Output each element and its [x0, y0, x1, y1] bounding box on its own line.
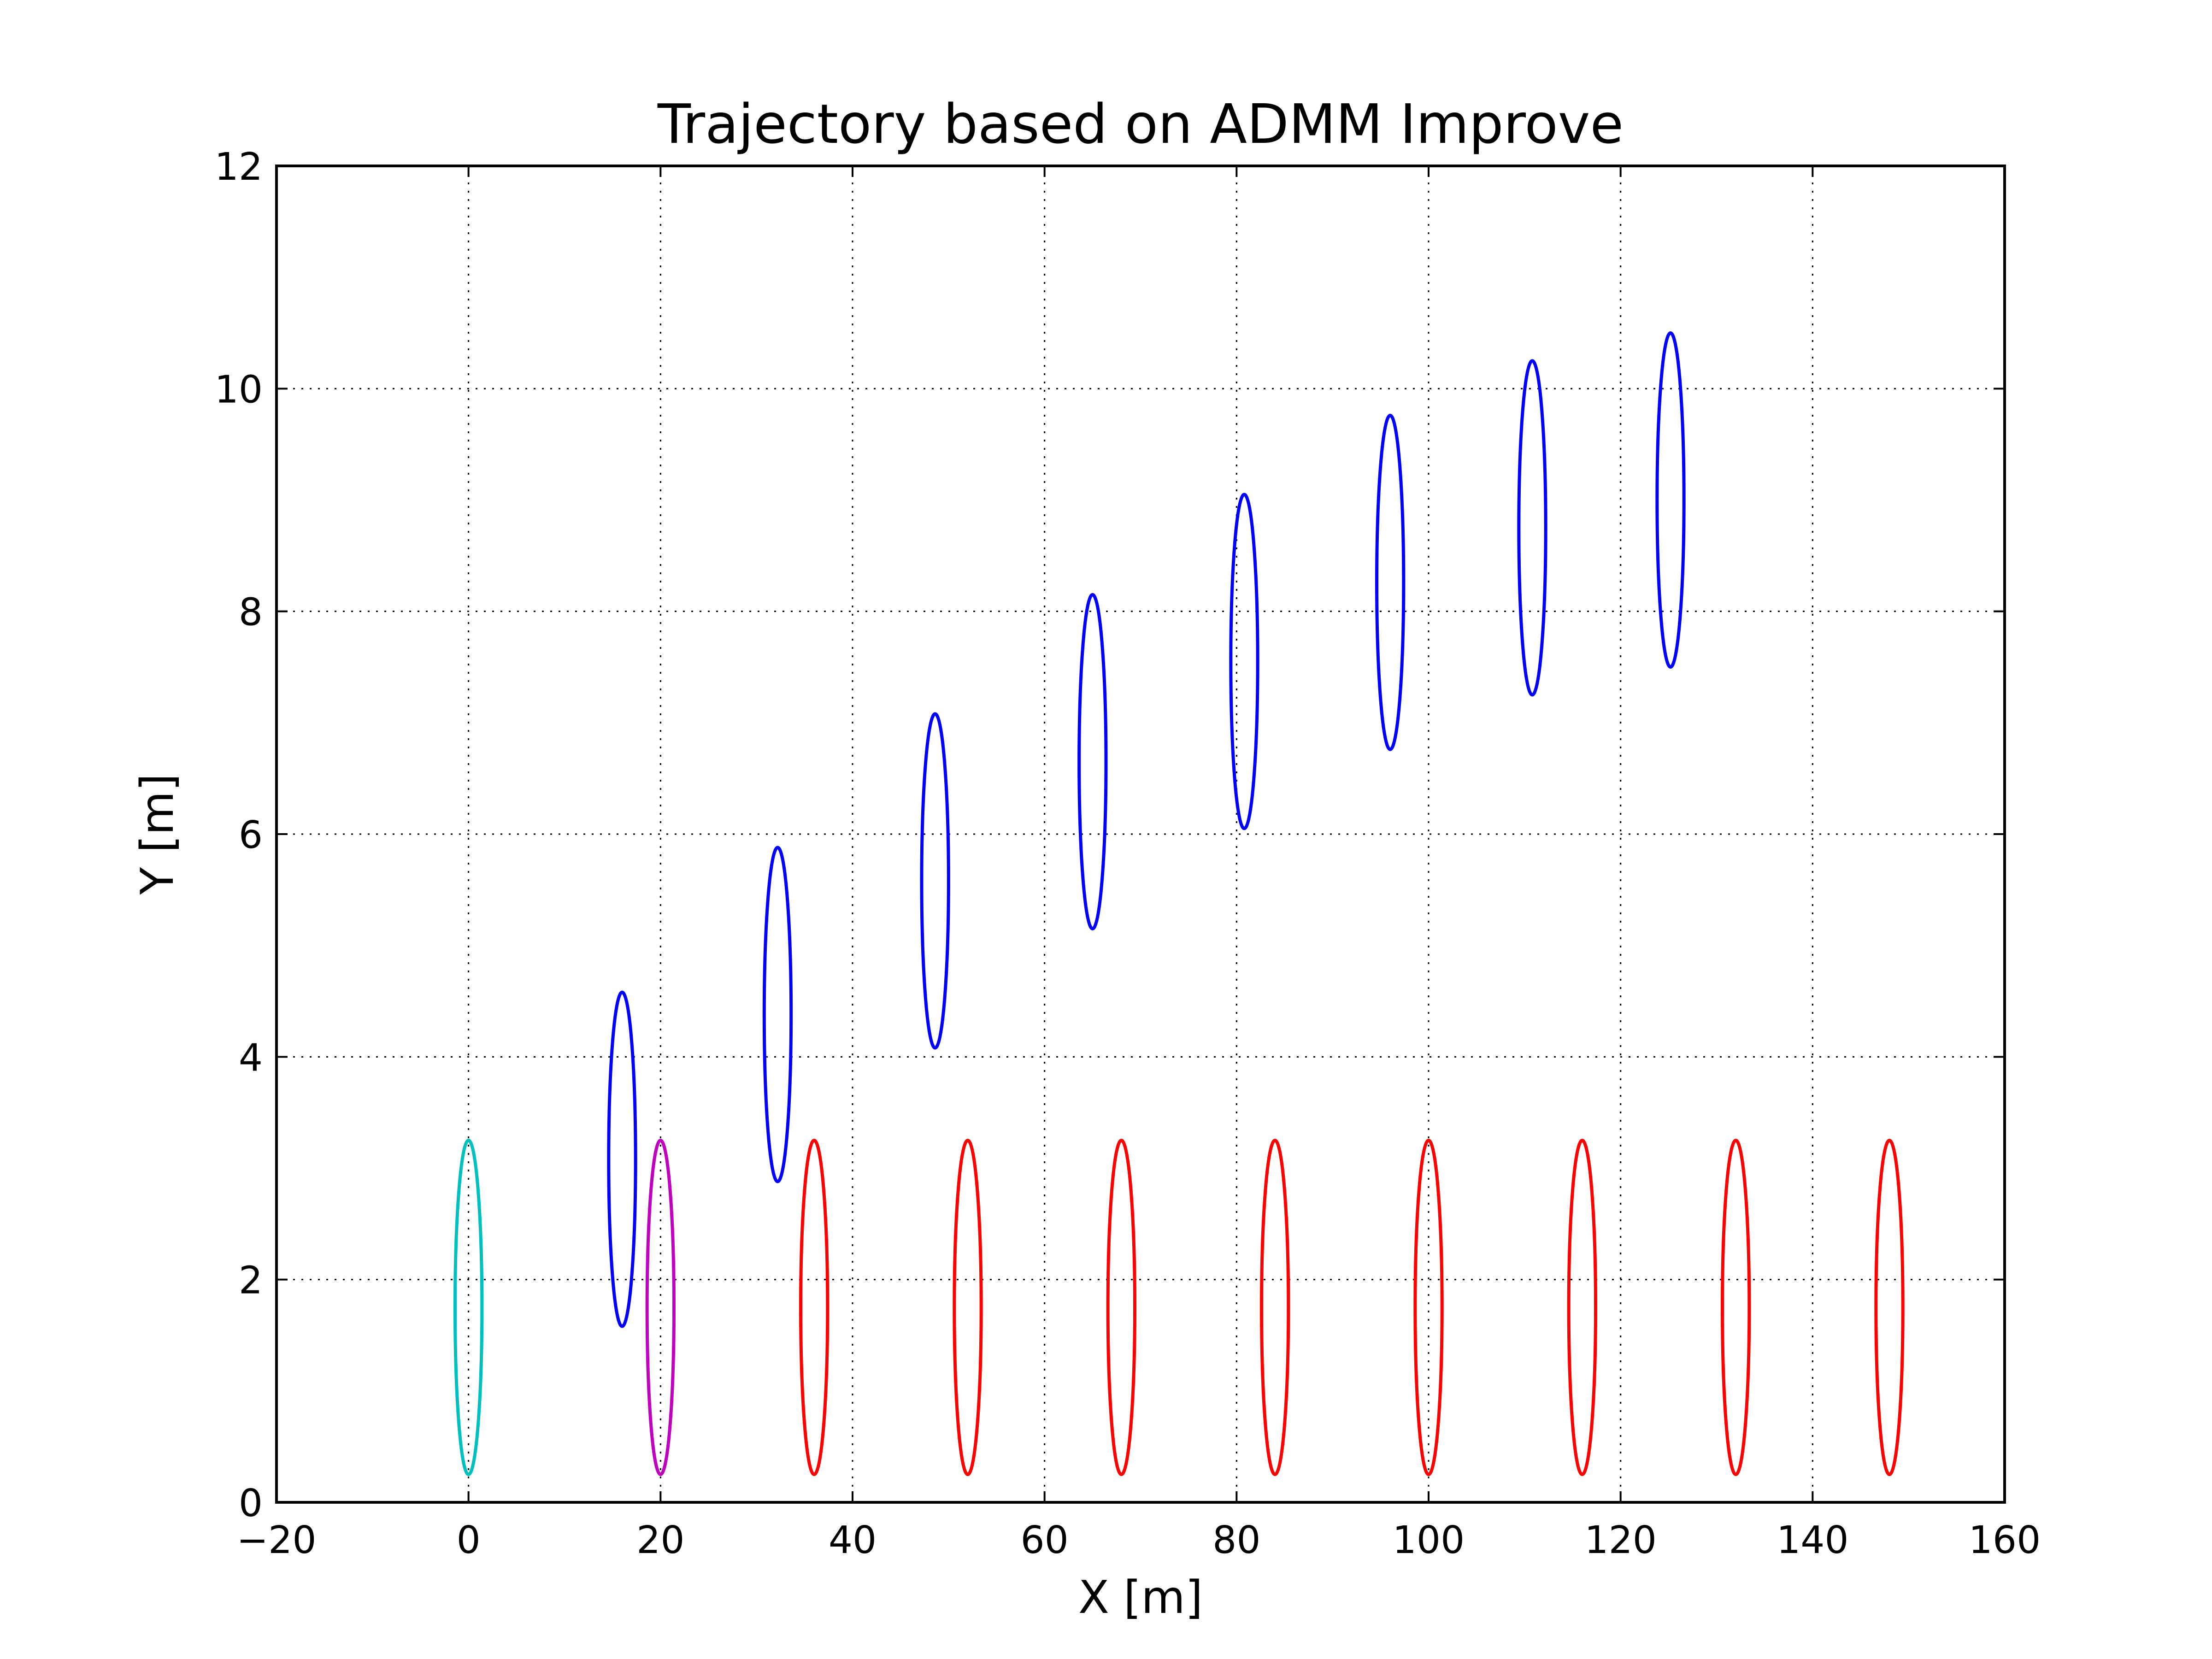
y-tick-label: 10: [215, 368, 263, 412]
y-tick-label: 4: [239, 1036, 263, 1080]
vehicle-ellipse: [1229, 493, 1259, 830]
vehicle-ellipse: [920, 712, 950, 1050]
x-tick-label: 20: [636, 1518, 684, 1562]
vehicle-ellipse: [453, 1139, 484, 1477]
x-tick-label: 140: [1777, 1518, 1849, 1562]
vehicle-ellipse: [953, 1139, 983, 1477]
axis-ticks: [276, 165, 2006, 1503]
vehicle-ellipse: [1874, 1139, 1905, 1477]
y-tick-label: 0: [239, 1482, 263, 1525]
x-tick-label: 80: [1212, 1518, 1260, 1562]
x-tick-label: −20: [236, 1518, 316, 1562]
x-tick-label: 60: [1020, 1518, 1068, 1562]
y-tick-label: 2: [239, 1259, 263, 1303]
vehicle-ellipse: [1106, 1139, 1136, 1477]
vehicle-ellipse: [645, 1139, 676, 1477]
y-axis-label: Y [m]: [131, 774, 184, 895]
x-tick-label: 100: [1393, 1518, 1465, 1562]
x-tick-label: 0: [457, 1518, 481, 1562]
grid-layer: [276, 166, 2005, 1502]
vehicle-ellipse: [1655, 331, 1686, 669]
x-tick-label: 40: [829, 1518, 877, 1562]
vehicle-ellipse: [762, 846, 793, 1183]
y-tick-label: 8: [239, 591, 263, 635]
x-tick-label: 120: [1584, 1518, 1657, 1562]
vehicle-ellipse: [1260, 1139, 1290, 1477]
vehicle-ellipse: [1567, 1139, 1597, 1477]
vehicle-ellipse: [607, 990, 637, 1328]
vehicle-ellipse: [1517, 359, 1547, 697]
vehicle-ellipse: [799, 1139, 830, 1477]
x-tick-label: 160: [1969, 1518, 2041, 1562]
chart-title: Trajectory based on ADMM Improve: [657, 92, 1624, 156]
x-axis-label: X [m]: [1078, 1571, 1203, 1624]
vehicle-ellipse: [1413, 1139, 1444, 1477]
y-tick-label: 6: [239, 813, 263, 857]
ellipse-markers: [453, 331, 1905, 1477]
vehicle-ellipse: [1077, 593, 1108, 930]
vehicle-ellipse: [1375, 413, 1406, 751]
vehicle-ellipse: [1721, 1139, 1751, 1477]
y-tick-label: 12: [215, 145, 263, 189]
